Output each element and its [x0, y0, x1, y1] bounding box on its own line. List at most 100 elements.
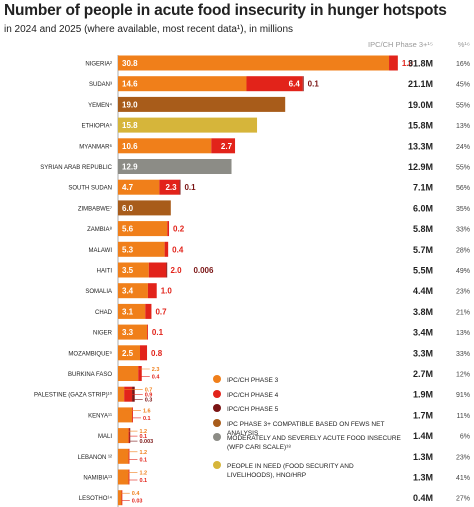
row-percent: 35% [456, 206, 470, 213]
data-label: 0.1 [139, 434, 147, 440]
bar-segment-phase4 [167, 221, 170, 237]
category-label: CHAD [95, 310, 113, 316]
bar-segment-phase4 [148, 262, 167, 278]
data-label: 3.3 [122, 328, 134, 337]
category-label: MOZAMBIQUE⁹ [68, 350, 112, 357]
chart-subtitle: in 2024 and 2025 (where available, most … [4, 24, 294, 35]
data-label: 0.03 [132, 499, 143, 505]
data-label: 14.6 [122, 80, 138, 89]
category-label: SOUTH SUDAN [68, 186, 112, 192]
row-total: 31.8M [408, 59, 433, 69]
row-total: 3.8M [413, 307, 433, 317]
bar-segment-phase4 [140, 345, 148, 361]
category-label: SUDAN³ [89, 82, 112, 88]
bar-segment-phase3 [118, 448, 129, 464]
row-total: 1.3M [413, 452, 433, 462]
category-label: SYRIAN ARAB REPUBLIC [40, 165, 112, 171]
bar-segment-phase4 [211, 138, 236, 154]
data-label: 10.6 [122, 142, 138, 151]
bar-segment-phase3 [118, 283, 148, 299]
data-label: 12.9 [122, 163, 138, 172]
legend-label-hno: PEOPLE IN NEED (FOOD SECURITY AND LIVELIH… [227, 463, 354, 479]
bar-segment-phase3 [118, 262, 149, 278]
row-total: 21.1M [408, 79, 433, 89]
category-label: NAMIBIA¹³ [83, 476, 112, 482]
data-label: 0.003 [139, 439, 153, 445]
total-column-header: IPC/CH Phase 3+¹⁵ [368, 40, 433, 49]
bar-segment-phase5 [166, 262, 168, 278]
row-percent: 27% [456, 496, 470, 503]
bar-segment-phase4 [121, 490, 123, 506]
bar-segment-phase5 [132, 386, 135, 402]
data-label: 2.5 [122, 349, 134, 358]
chart-title: Number of people in acute food insecurit… [4, 2, 447, 19]
data-label: 1.0 [402, 59, 414, 68]
data-label: 0.4 [152, 375, 161, 381]
bar-segment-phase3 [118, 366, 139, 381]
category-label: ZAMBIA⁸ [87, 226, 112, 233]
data-label: 3.1 [122, 307, 134, 316]
bar-segment-phase4 [164, 241, 169, 257]
data-label: 2.3 [165, 183, 177, 192]
bar-segment-phase4 [389, 55, 398, 71]
data-label: 0.006 [193, 266, 214, 275]
data-label: 0.8 [151, 349, 163, 358]
row-total: 3.4M [413, 328, 433, 338]
data-label: 0.9 [145, 393, 153, 399]
legend-label-phase4: IPC/CH PHASE 4 [227, 392, 279, 399]
row-percent: 11% [457, 413, 471, 420]
row-percent: 33% [456, 227, 470, 234]
bar-segment-phase3 [118, 303, 146, 319]
row-total: 13.3M [408, 141, 433, 151]
data-label: 0.1 [139, 457, 147, 463]
row-percent: 28% [456, 247, 470, 254]
row-percent: 23% [456, 454, 470, 461]
bar-segment-phase4 [145, 303, 152, 319]
category-label: PALESTINE (GAZA STRIP)¹⁰ [34, 392, 113, 399]
bar-segment-phase4 [128, 428, 130, 444]
bar-segment-phase4 [138, 366, 142, 381]
data-label: 3.4 [122, 287, 134, 296]
bar-segment-phase5 [129, 428, 131, 444]
data-label: 6.4 [289, 80, 301, 89]
category-label: KENYA¹¹ [88, 413, 112, 419]
row-total: 0.4M [413, 493, 433, 503]
percent-column-header: %¹⁶ [458, 40, 470, 49]
category-label: SOMALIA [85, 289, 112, 295]
bar-segment-phase5 [179, 179, 181, 195]
data-label: 0.4 [172, 245, 184, 254]
bar-segment-phase3 [118, 428, 129, 444]
data-label: 0.7 [145, 388, 153, 394]
bar-segment-phase3 [118, 76, 247, 92]
data-label: 19.0 [122, 100, 138, 109]
row-percent: 91% [456, 392, 470, 399]
row-percent: 13% [456, 330, 470, 337]
row-percent: 12% [456, 372, 470, 379]
bar-segment-hno [118, 117, 258, 133]
row-percent: 13% [456, 123, 470, 130]
row-percent: 45% [456, 82, 470, 89]
row-percent: 56% [456, 185, 470, 192]
legend-swatch-cari [213, 433, 221, 441]
legend-swatch-fews [213, 419, 221, 427]
bar-segment-phase4 [246, 76, 303, 92]
bar-segment-phase4 [147, 324, 148, 340]
category-label: ZIMBABWE⁷ [78, 205, 112, 212]
data-label: 0.2 [173, 225, 185, 234]
legend-label-fews: IPC PHASE 3+ COMPATIBLE BASED ON FEWS NE… [227, 421, 384, 437]
row-percent: 21% [456, 309, 470, 316]
row-total: 5.8M [413, 224, 433, 234]
data-label: 5.6 [122, 225, 134, 234]
row-total: 12.9M [408, 162, 433, 172]
row-total: 1.3M [413, 473, 433, 483]
data-label: 1.2 [139, 471, 147, 477]
bar-segment-phase3 [118, 345, 140, 361]
data-label: 4.7 [122, 183, 134, 192]
category-label: LESOTHO¹⁴ [79, 495, 113, 502]
data-label: 1.2 [139, 429, 147, 435]
category-label: YEMEN⁴ [88, 102, 112, 109]
row-total: 5.7M [413, 245, 433, 255]
data-label: 0.1 [184, 183, 196, 192]
row-total: 4.4M [413, 286, 433, 296]
